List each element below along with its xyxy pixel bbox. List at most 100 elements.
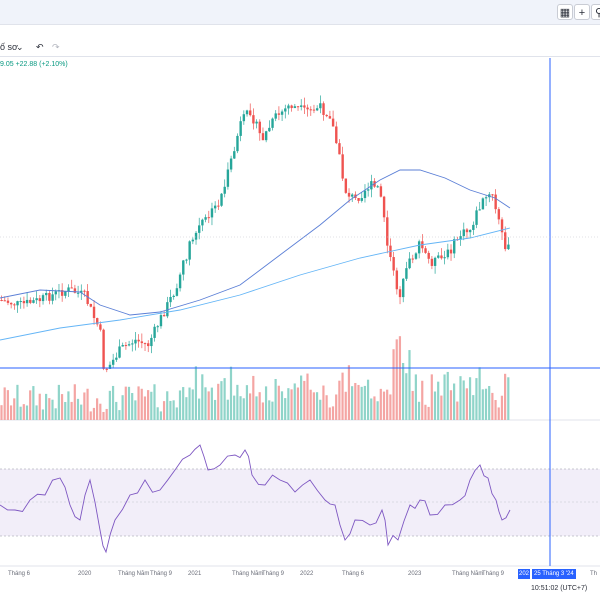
volume-bar bbox=[48, 398, 51, 420]
layout-grid-icon[interactable]: ▦ bbox=[557, 4, 573, 20]
add-icon[interactable]: + bbox=[574, 4, 590, 20]
volume-bar bbox=[453, 383, 456, 420]
volume-bar bbox=[35, 405, 38, 420]
candle-body bbox=[105, 368, 108, 370]
redo-icon[interactable]: ↷ bbox=[52, 42, 60, 52]
volume-bar bbox=[127, 386, 131, 420]
volume-bar bbox=[194, 366, 198, 420]
volume-bar bbox=[70, 401, 73, 420]
candle-body bbox=[440, 255, 443, 259]
candle-body bbox=[402, 278, 405, 298]
candle-body bbox=[153, 326, 156, 338]
volume-bar bbox=[22, 404, 25, 420]
volume-bar bbox=[242, 398, 245, 420]
candle-body bbox=[249, 110, 252, 116]
volume-bar bbox=[166, 391, 169, 420]
volume-bar bbox=[312, 392, 315, 420]
volume-bar bbox=[67, 391, 70, 420]
volume-bar bbox=[475, 378, 478, 420]
candle-body bbox=[484, 197, 488, 199]
candle-body bbox=[134, 339, 137, 344]
volume-bar bbox=[143, 396, 147, 420]
volume-bar bbox=[258, 392, 261, 420]
volume-bar bbox=[159, 411, 162, 420]
volume-bar bbox=[153, 384, 156, 420]
candle-body bbox=[478, 209, 481, 211]
candle-body bbox=[67, 287, 70, 292]
volume-bar bbox=[115, 401, 118, 420]
volume-bar bbox=[252, 375, 255, 420]
volume-bar bbox=[102, 411, 105, 420]
volume-bar bbox=[373, 396, 376, 420]
volume-bar bbox=[354, 382, 357, 420]
volume-bar bbox=[306, 373, 309, 420]
candle-body bbox=[124, 345, 128, 347]
volume-bar bbox=[398, 336, 402, 420]
candle-body bbox=[38, 298, 42, 302]
volume-bar bbox=[210, 387, 213, 420]
candle-body bbox=[500, 219, 504, 233]
candle-body bbox=[347, 192, 351, 197]
volume-bar bbox=[274, 379, 277, 420]
profile-menu[interactable]: ố sơ bbox=[0, 42, 18, 52]
search-icon[interactable]: ⚲ bbox=[591, 4, 600, 20]
volume-bar bbox=[204, 387, 207, 420]
candle-body bbox=[507, 244, 510, 250]
candle-body bbox=[207, 217, 210, 219]
volume-bar bbox=[328, 407, 331, 420]
candle-body bbox=[335, 126, 338, 144]
candle-body bbox=[376, 186, 379, 188]
volume-bar bbox=[147, 390, 150, 420]
volume-bar bbox=[3, 387, 6, 420]
candle-body bbox=[70, 287, 73, 289]
volume-bar bbox=[331, 406, 335, 420]
candle-body bbox=[360, 198, 363, 201]
candle-body bbox=[405, 268, 408, 279]
crosshair-partial-label: 202 bbox=[518, 569, 531, 579]
candle-body bbox=[188, 241, 191, 260]
volume-bar bbox=[162, 401, 166, 420]
volume-bar bbox=[357, 384, 360, 420]
volume-bar bbox=[51, 399, 54, 420]
volume-bar bbox=[169, 400, 172, 420]
clock-label: 10:51:02 (UTC+7) bbox=[531, 585, 588, 592]
volume-bar bbox=[156, 407, 159, 420]
volume-bar bbox=[213, 399, 217, 420]
candle-body bbox=[462, 229, 465, 237]
candle-body bbox=[370, 181, 373, 190]
volume-bar bbox=[54, 408, 57, 420]
volume-bar bbox=[137, 386, 140, 420]
candle-body bbox=[309, 109, 312, 111]
candle-body bbox=[60, 290, 64, 296]
volume-bar bbox=[430, 374, 433, 420]
candle-body bbox=[252, 115, 255, 124]
volume-bar bbox=[57, 384, 60, 420]
volume-bar bbox=[296, 387, 300, 420]
candle-body bbox=[264, 131, 268, 141]
time-axis-label: Tháng 9 bbox=[482, 571, 505, 577]
time-axis-label: Tháng 9 bbox=[262, 571, 285, 577]
volume-bar bbox=[459, 376, 462, 420]
time-axis-label: Tháng 9 bbox=[150, 571, 173, 577]
candle-body bbox=[430, 258, 434, 266]
candle-body bbox=[73, 288, 77, 293]
candle-body bbox=[226, 169, 230, 187]
candle-body bbox=[131, 343, 134, 345]
chevron-down-icon[interactable]: ⌄ bbox=[16, 42, 24, 52]
volume-bar bbox=[402, 363, 405, 420]
candle-body bbox=[271, 118, 274, 128]
volume-bar bbox=[99, 403, 102, 420]
volume-bar bbox=[172, 400, 175, 420]
undo-icon[interactable]: ↶ bbox=[36, 42, 44, 52]
candle-body bbox=[147, 343, 150, 347]
candle-body bbox=[64, 291, 67, 296]
volume-bar bbox=[233, 395, 236, 420]
candle-body bbox=[16, 301, 19, 306]
candle-body bbox=[118, 346, 121, 358]
volume-bar bbox=[484, 388, 488, 420]
volume-bar bbox=[341, 372, 344, 420]
volume-bar bbox=[300, 375, 303, 420]
volume-bar bbox=[335, 394, 338, 420]
candle-body bbox=[268, 127, 271, 132]
